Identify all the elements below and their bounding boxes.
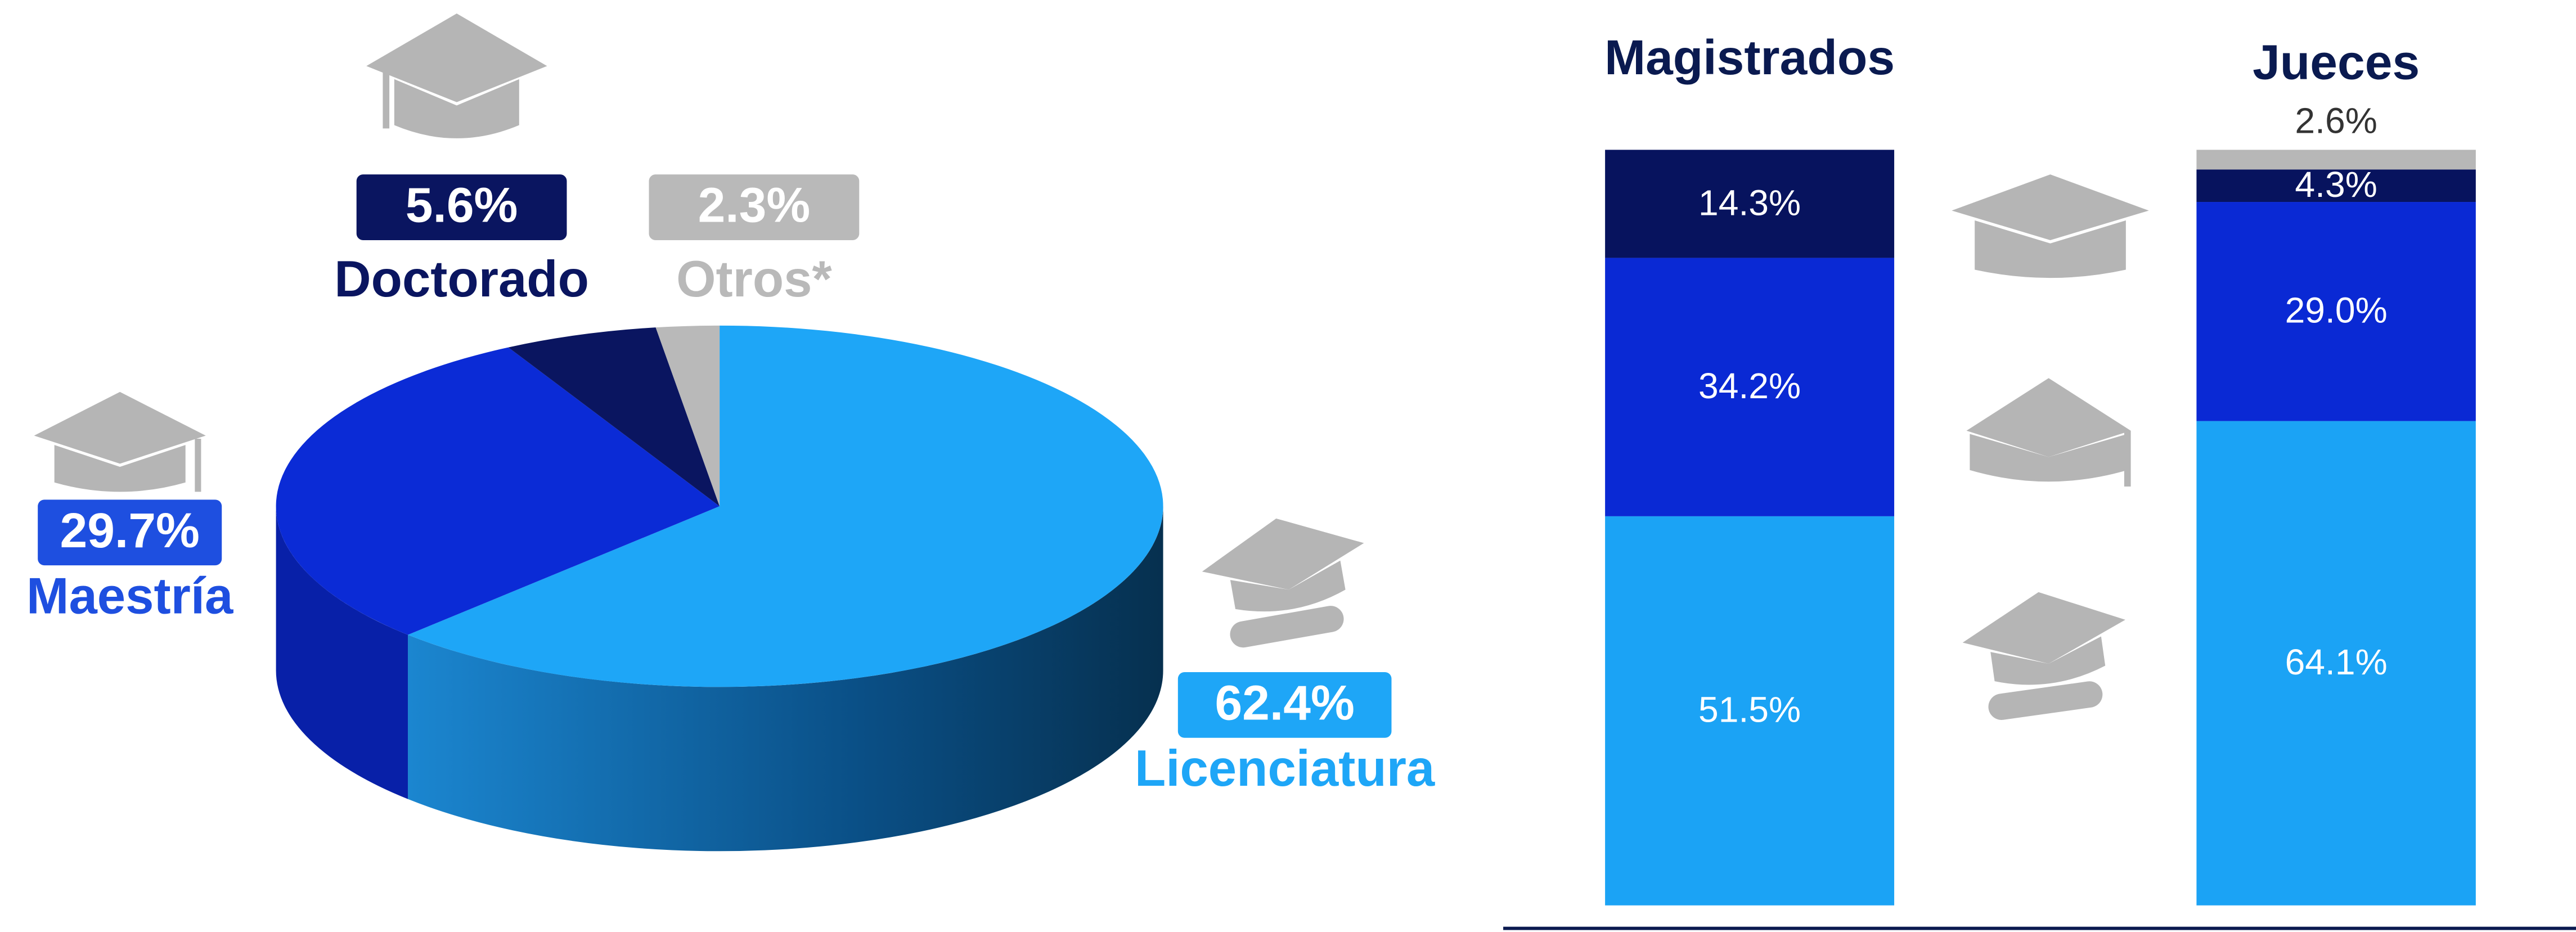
- value-label: 51.5%: [1698, 690, 1801, 730]
- bar-title: Magistrados: [1604, 30, 1895, 85]
- category-label: Doctorado: [334, 251, 589, 308]
- value-label: 4.3%: [2295, 164, 2377, 205]
- pie-slice: [276, 347, 720, 635]
- category-label: Maestría: [26, 568, 233, 624]
- icons: [34, 13, 2149, 720]
- value-label: 62.4%: [1215, 675, 1354, 730]
- label-box: [356, 174, 567, 240]
- bar-segment: [1605, 150, 1895, 258]
- value-label: 29.7%: [60, 503, 200, 558]
- pie-side: [276, 506, 408, 799]
- hat-icon: [366, 13, 547, 138]
- hat-icon: [1952, 174, 2149, 278]
- value-label: 34.2%: [1698, 366, 1801, 406]
- label-box: [38, 499, 222, 566]
- bar-segment: [1605, 258, 1895, 516]
- pie-slice: [655, 325, 720, 507]
- bar-segment: [2196, 150, 2476, 170]
- hat-icon: [1202, 518, 1364, 648]
- bar-segment: [1605, 516, 1895, 906]
- label-box: [649, 174, 860, 240]
- label-box: [1177, 672, 1392, 738]
- value-label: 5.6%: [406, 178, 518, 233]
- pie-slice: [508, 327, 720, 507]
- bar-segment: [2196, 202, 2476, 421]
- hat-icon: [34, 391, 206, 492]
- bar-title: Jueces: [2253, 35, 2420, 90]
- value-label: 2.6%: [2295, 101, 2377, 141]
- hat-icon: [1966, 378, 2131, 487]
- value-label: 29.0%: [2285, 290, 2388, 331]
- bar-segment: [2196, 169, 2476, 202]
- value-label: 64.1%: [2285, 642, 2388, 682]
- hat-icon: [1962, 592, 2125, 720]
- value-label: 2.3%: [698, 178, 811, 233]
- pie-slice: [408, 325, 1163, 687]
- value-label: 14.3%: [1698, 182, 1801, 223]
- pie-side: [408, 506, 1163, 852]
- category-label: Licenciatura: [1135, 740, 1435, 797]
- category-label: Otros*: [676, 251, 832, 308]
- bar-segment: [2196, 421, 2476, 906]
